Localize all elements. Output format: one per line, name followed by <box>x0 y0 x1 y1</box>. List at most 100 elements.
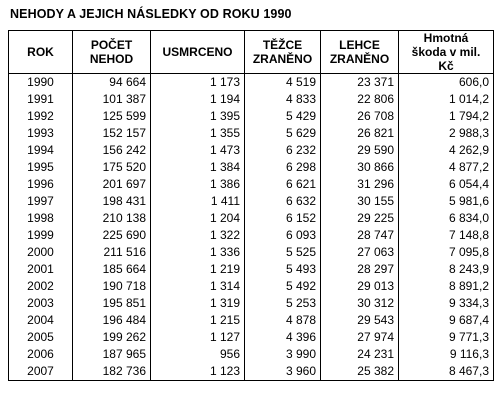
table-row: 1994 156 242 1 473 6 232 29 590 4 262,9 <box>8 142 494 159</box>
cell-accident-count: 195 851 <box>72 295 151 312</box>
cell-seriously-injured: 6 632 <box>244 193 321 210</box>
cell-year: 1993 <box>8 125 73 142</box>
cell-year: 2003 <box>8 295 73 312</box>
cell-seriously-injured: 4 878 <box>244 312 321 329</box>
cell-year: 1992 <box>8 108 73 125</box>
cell-accident-count: 199 262 <box>72 329 151 346</box>
cell-material-damage: 6 834,0 <box>398 210 494 227</box>
table-row: 2005 199 262 1 127 4 396 27 974 9 771,3 <box>8 329 494 346</box>
cell-lightly-injured: 28 747 <box>320 227 399 244</box>
cell-seriously-injured: 5 429 <box>244 108 321 125</box>
cell-lightly-injured: 26 821 <box>320 125 399 142</box>
cell-material-damage: 8 467,3 <box>398 363 494 381</box>
cell-lightly-injured: 31 296 <box>320 176 399 193</box>
cell-seriously-injured: 6 093 <box>244 227 321 244</box>
table-row: 1999 225 690 1 322 6 093 28 747 7 148,8 <box>8 227 494 244</box>
cell-killed: 1 194 <box>150 91 245 108</box>
cell-material-damage: 1 794,2 <box>398 108 494 125</box>
cell-killed: 1 314 <box>150 278 245 295</box>
cell-material-damage: 2 988,3 <box>398 125 494 142</box>
cell-lightly-injured: 29 225 <box>320 210 399 227</box>
cell-seriously-injured: 4 833 <box>244 91 321 108</box>
cell-year: 2004 <box>8 312 73 329</box>
cell-accident-count: 196 484 <box>72 312 151 329</box>
cell-seriously-injured: 5 493 <box>244 261 321 278</box>
cell-year: 2007 <box>8 363 73 381</box>
table-row: 1996 201 697 1 386 6 621 31 296 6 054,4 <box>8 176 494 193</box>
cell-seriously-injured: 6 621 <box>244 176 321 193</box>
table-row: 2002 190 718 1 314 5 492 29 013 8 891,2 <box>8 278 494 295</box>
table-row: 1991 101 387 1 194 4 833 22 806 1 014,2 <box>8 91 494 108</box>
table-row: 2000 211 516 1 336 5 525 27 063 7 095,8 <box>8 244 494 261</box>
cell-seriously-injured: 5 253 <box>244 295 321 312</box>
header-seriously-injured: TĚŽCE ZRANĚNO <box>244 30 321 74</box>
cell-killed: 1 173 <box>150 73 245 91</box>
cell-year: 2002 <box>8 278 73 295</box>
cell-seriously-injured: 5 525 <box>244 244 321 261</box>
cell-year: 1997 <box>8 193 73 210</box>
cell-seriously-injured: 5 629 <box>244 125 321 142</box>
cell-seriously-injured: 6 232 <box>244 142 321 159</box>
header-lightly-injured: LEHCE ZRANĚNO <box>320 30 399 74</box>
cell-accident-count: 225 690 <box>72 227 151 244</box>
cell-material-damage: 8 891,2 <box>398 278 494 295</box>
cell-year: 1994 <box>8 142 73 159</box>
cell-accident-count: 211 516 <box>72 244 151 261</box>
cell-material-damage: 7 095,8 <box>398 244 494 261</box>
cell-accident-count: 152 157 <box>72 125 151 142</box>
cell-year: 1995 <box>8 159 73 176</box>
cell-material-damage: 6 054,4 <box>398 176 494 193</box>
cell-seriously-injured: 6 298 <box>244 159 321 176</box>
cell-year: 1996 <box>8 176 73 193</box>
cell-lightly-injured: 30 866 <box>320 159 399 176</box>
cell-killed: 1 123 <box>150 363 245 381</box>
cell-material-damage: 4 262,9 <box>398 142 494 159</box>
cell-lightly-injured: 28 297 <box>320 261 399 278</box>
cell-killed: 1 215 <box>150 312 245 329</box>
cell-accident-count: 198 431 <box>72 193 151 210</box>
cell-material-damage: 606,0 <box>398 73 494 91</box>
cell-killed: 1 204 <box>150 210 245 227</box>
header-killed: USMRCENO <box>150 30 245 74</box>
header-accident-count: POČET NEHOD <box>72 30 151 74</box>
header-material-damage: Hmotná škoda v mil. Kč <box>398 30 494 74</box>
table-row: 2006 187 965 956 3 990 24 231 9 116,3 <box>8 346 494 363</box>
cell-lightly-injured: 27 063 <box>320 244 399 261</box>
cell-killed: 1 473 <box>150 142 245 159</box>
cell-seriously-injured: 3 960 <box>244 363 321 381</box>
cell-lightly-injured: 29 013 <box>320 278 399 295</box>
cell-accident-count: 175 520 <box>72 159 151 176</box>
accidents-table: ROK POČET NEHOD USMRCENO TĚŽCE ZRANĚNO LEH… <box>8 30 494 381</box>
cell-material-damage: 7 148,8 <box>398 227 494 244</box>
table-row: 2001 185 664 1 219 5 493 28 297 8 243,9 <box>8 261 494 278</box>
cell-killed: 1 355 <box>150 125 245 142</box>
cell-killed: 1 411 <box>150 193 245 210</box>
cell-material-damage: 9 116,3 <box>398 346 494 363</box>
cell-lightly-injured: 24 231 <box>320 346 399 363</box>
cell-material-damage: 9 334,3 <box>398 295 494 312</box>
cell-killed: 956 <box>150 346 245 363</box>
cell-material-damage: 9 687,4 <box>398 312 494 329</box>
cell-year: 2005 <box>8 329 73 346</box>
cell-accident-count: 201 697 <box>72 176 151 193</box>
cell-year: 2000 <box>8 244 73 261</box>
cell-lightly-injured: 29 590 <box>320 142 399 159</box>
cell-accident-count: 94 664 <box>72 73 151 91</box>
cell-year: 1998 <box>8 210 73 227</box>
cell-seriously-injured: 4 519 <box>244 73 321 91</box>
cell-seriously-injured: 6 152 <box>244 210 321 227</box>
table-row: 1995 175 520 1 384 6 298 30 866 4 877,2 <box>8 159 494 176</box>
cell-killed: 1 319 <box>150 295 245 312</box>
cell-lightly-injured: 27 974 <box>320 329 399 346</box>
cell-killed: 1 384 <box>150 159 245 176</box>
cell-killed: 1 127 <box>150 329 245 346</box>
cell-year: 1991 <box>8 91 73 108</box>
table-row: 2003 195 851 1 319 5 253 30 312 9 334,3 <box>8 295 494 312</box>
cell-material-damage: 9 771,3 <box>398 329 494 346</box>
table-row: 1997 198 431 1 411 6 632 30 155 5 981,6 <box>8 193 494 210</box>
cell-killed: 1 322 <box>150 227 245 244</box>
cell-accident-count: 101 387 <box>72 91 151 108</box>
cell-material-damage: 5 981,6 <box>398 193 494 210</box>
cell-lightly-injured: 26 708 <box>320 108 399 125</box>
cell-accident-count: 187 965 <box>72 346 151 363</box>
